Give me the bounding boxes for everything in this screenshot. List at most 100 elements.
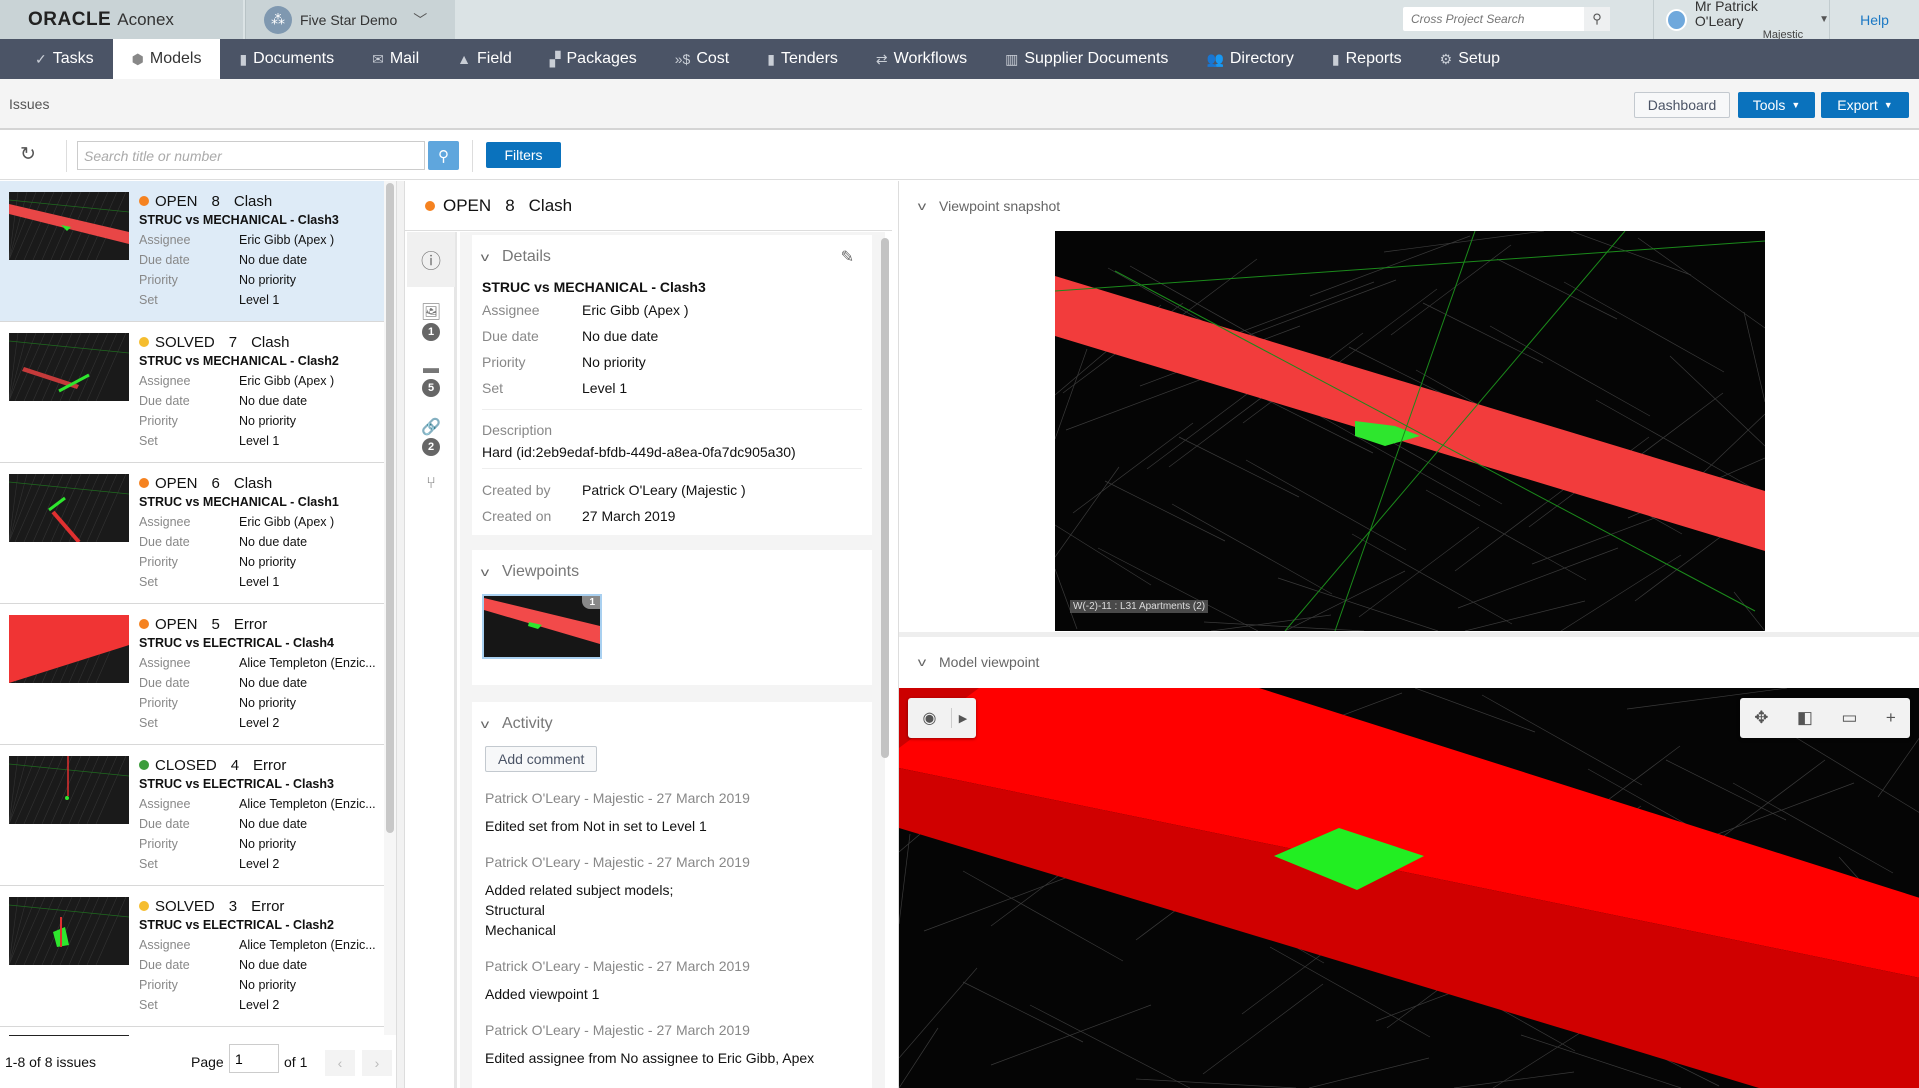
visibility-toolbar: ◉ ▶	[908, 698, 976, 738]
nav-reports[interactable]: ▮ Reports	[1313, 39, 1421, 79]
model-viewer-canvas[interactable]: ◉ ▶ ✥ ◧ ▭ +	[899, 688, 1919, 1088]
status-dot	[139, 196, 149, 206]
rail-info[interactable]: ⓘ	[407, 232, 455, 287]
tools-button[interactable]: Tools ▼	[1738, 92, 1815, 118]
nav-cost[interactable]: »$ Cost	[656, 39, 748, 79]
activity-text: Mechanical	[485, 922, 556, 938]
set-value: Level 2	[239, 998, 280, 1012]
activity-text: Added viewpoint 1	[485, 986, 600, 1002]
search-input[interactable]	[77, 141, 425, 170]
issue-list-item[interactable]: SOLVED 7 Clash STRUC vs MECHANICAL - Clash…	[0, 322, 394, 463]
set-value: Level 1	[582, 380, 628, 396]
nav-label: Models	[149, 50, 202, 67]
nav-packages[interactable]: ▞ Packages	[531, 39, 656, 79]
check-icon: ✓	[35, 50, 47, 67]
set-label: Set	[139, 293, 158, 307]
issue-list-item[interactable]: OPEN 5 Error STRUC vs ELECTRICAL - Clash4 …	[0, 604, 394, 745]
priority-label: Priority	[139, 837, 178, 851]
due-date-label: Due date	[139, 958, 190, 972]
due-date-label: Due date	[139, 676, 190, 690]
nav-models[interactable]: ⬢ Models	[112, 39, 221, 79]
assignee-label: Assignee	[139, 938, 191, 952]
set-label: Set	[139, 857, 158, 871]
nav-directory[interactable]: 👥 Directory	[1187, 39, 1312, 79]
page-input[interactable]	[229, 1044, 279, 1073]
refresh-icon[interactable]: ↻	[20, 144, 36, 165]
comment-icon: ▬	[423, 360, 439, 377]
prev-page-button[interactable]: ‹	[325, 1050, 355, 1076]
nav-label: Directory	[1229, 50, 1294, 67]
detail-title: STRUC vs MECHANICAL - Clash3	[482, 279, 706, 295]
viewpoint-number-badge: 1	[582, 596, 600, 609]
help-link[interactable]: Help	[1829, 0, 1919, 39]
rail-viewpoints[interactable]: 🖼 1	[407, 302, 455, 341]
cross-project-search-input[interactable]	[1403, 8, 1584, 30]
nav-field[interactable]: ▲ Field	[438, 39, 531, 79]
expand-arrow-icon[interactable]: ▶	[958, 712, 968, 725]
filters-button[interactable]: Filters	[486, 142, 561, 168]
nav-setup[interactable]: ⚙ Setup	[1421, 39, 1519, 79]
user-menu[interactable]: Mr Patrick O'Leary Majestic ▼	[1653, 0, 1829, 41]
eye-icon[interactable]: ◉	[908, 708, 952, 728]
model-viewpoint-toggle[interactable]: v Model viewpoint	[899, 637, 1919, 687]
snapshot-toggle[interactable]: v Viewpoint snapshot	[899, 181, 1919, 231]
nav-supplier-documents[interactable]: ▥ Supplier Documents	[986, 39, 1187, 79]
assignee-value: Eric Gibb (Apex )	[239, 374, 335, 388]
cross-project-search[interactable]: ⚲	[1403, 7, 1610, 31]
nav-workflows[interactable]: ⇄ Workflows	[857, 39, 986, 79]
issue-list-item[interactable]: OPEN 6 Clash STRUC vs MECHANICAL - Clash1 …	[0, 463, 394, 604]
nav-tasks[interactable]: ✓ Tasks	[16, 39, 113, 79]
viewpoint-thumbnail[interactable]: 1	[482, 594, 602, 659]
dashboard-button[interactable]: Dashboard	[1634, 92, 1730, 118]
measure-ruler-icon[interactable]: ▭	[1841, 708, 1858, 727]
nav-label: Workflows	[893, 50, 968, 67]
issue-title: STRUC vs MECHANICAL - Clash2	[139, 354, 339, 368]
rail-links[interactable]: 🔗 2	[407, 417, 455, 456]
edit-pencil-icon[interactable]: ✎	[840, 249, 854, 266]
project-selector[interactable]: ⁂ Five Star Demo ﹀	[245, 0, 455, 39]
image-icon: 🖼	[420, 304, 442, 321]
nav-mail[interactable]: ✉ Mail	[353, 39, 438, 79]
issue-list-item[interactable]: SOLVED 3 Error STRUC vs ELECTRICAL - Clash…	[0, 886, 394, 1027]
nav-tenders[interactable]: ▮ Tenders	[748, 39, 857, 79]
chevron-down-icon: v	[917, 199, 927, 213]
nav-label: Field	[477, 50, 512, 67]
activity-toggle[interactable]: v Activity	[481, 702, 862, 746]
activity-meta: Patrick O'Leary - Majestic - 27 March 20…	[485, 854, 750, 870]
issue-list-item[interactable]: CLOSED 4 Error STRUC vs ELECTRICAL - Clash…	[0, 745, 394, 886]
details-toggle[interactable]: v Details ✎	[481, 235, 862, 279]
panel-splitter[interactable]	[396, 181, 405, 1088]
oracle-aconex-logo[interactable]: ORACLE Aconex	[0, 0, 243, 39]
detail-content: v Details ✎ STRUC vs MECHANICAL - Clash3 A…	[460, 232, 885, 1088]
issue-status: OPEN	[155, 615, 198, 633]
next-page-button[interactable]: ›	[362, 1050, 392, 1076]
viewpoint-thumbnail-image	[484, 596, 600, 657]
chevron-down-icon: v	[917, 655, 927, 669]
section-box-icon[interactable]: ◧	[1796, 708, 1813, 727]
caret-down-icon: ▼	[1883, 100, 1893, 110]
directory-icon: 👥	[1206, 50, 1224, 67]
activity-card: v Activity Add comment Patrick O'Leary - …	[472, 702, 872, 1088]
search-button[interactable]: ⚲	[428, 141, 459, 170]
search-icon[interactable]: ⚲	[1584, 7, 1610, 31]
add-comment-button[interactable]: Add comment	[485, 746, 598, 772]
issue-type: Error	[253, 756, 287, 774]
description-label: Description	[482, 422, 553, 438]
plus-icon[interactable]: +	[1885, 708, 1896, 727]
nav-label: Mail	[389, 50, 420, 67]
issue-type: Error	[251, 897, 285, 915]
orbit-icon[interactable]: ✥	[1754, 708, 1769, 727]
panel-splitter[interactable]	[899, 632, 1919, 637]
field-icon: ▲	[457, 51, 472, 67]
viewpoints-toggle[interactable]: v Viewpoints	[481, 550, 862, 594]
export-button[interactable]: Export ▼	[1821, 92, 1909, 118]
nav-documents[interactable]: ▮ Documents	[220, 39, 353, 79]
rail-workflow[interactable]: ⑂	[407, 475, 455, 493]
set-label: Set	[139, 575, 158, 589]
issue-title: STRUC vs ELECTRICAL - Clash3	[139, 777, 334, 791]
rail-comments[interactable]: ▬ 5	[407, 360, 455, 397]
issue-list-item[interactable]: OPEN 8 Clash STRUC vs MECHANICAL - Clash3 …	[0, 181, 394, 322]
list-scrollbar[interactable]	[386, 183, 394, 833]
detail-scrollbar[interactable]	[881, 238, 889, 758]
page-header: Issues Dashboard Tools ▼ Export ▼	[0, 79, 1919, 130]
